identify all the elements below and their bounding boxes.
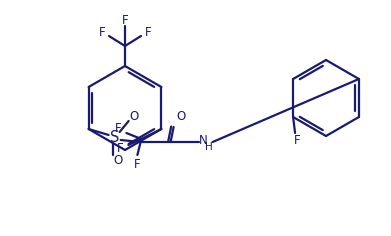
Text: F: F <box>294 135 300 148</box>
Text: F: F <box>115 122 122 135</box>
Text: O: O <box>129 110 138 123</box>
Text: H: H <box>205 142 212 152</box>
Text: F: F <box>122 13 128 26</box>
Text: F: F <box>117 143 124 156</box>
Text: S: S <box>110 130 119 144</box>
Text: F: F <box>145 26 151 39</box>
Text: O: O <box>176 110 185 123</box>
Text: N: N <box>199 134 208 147</box>
Text: O: O <box>113 155 122 168</box>
Text: F: F <box>134 159 141 172</box>
Text: F: F <box>99 26 105 39</box>
